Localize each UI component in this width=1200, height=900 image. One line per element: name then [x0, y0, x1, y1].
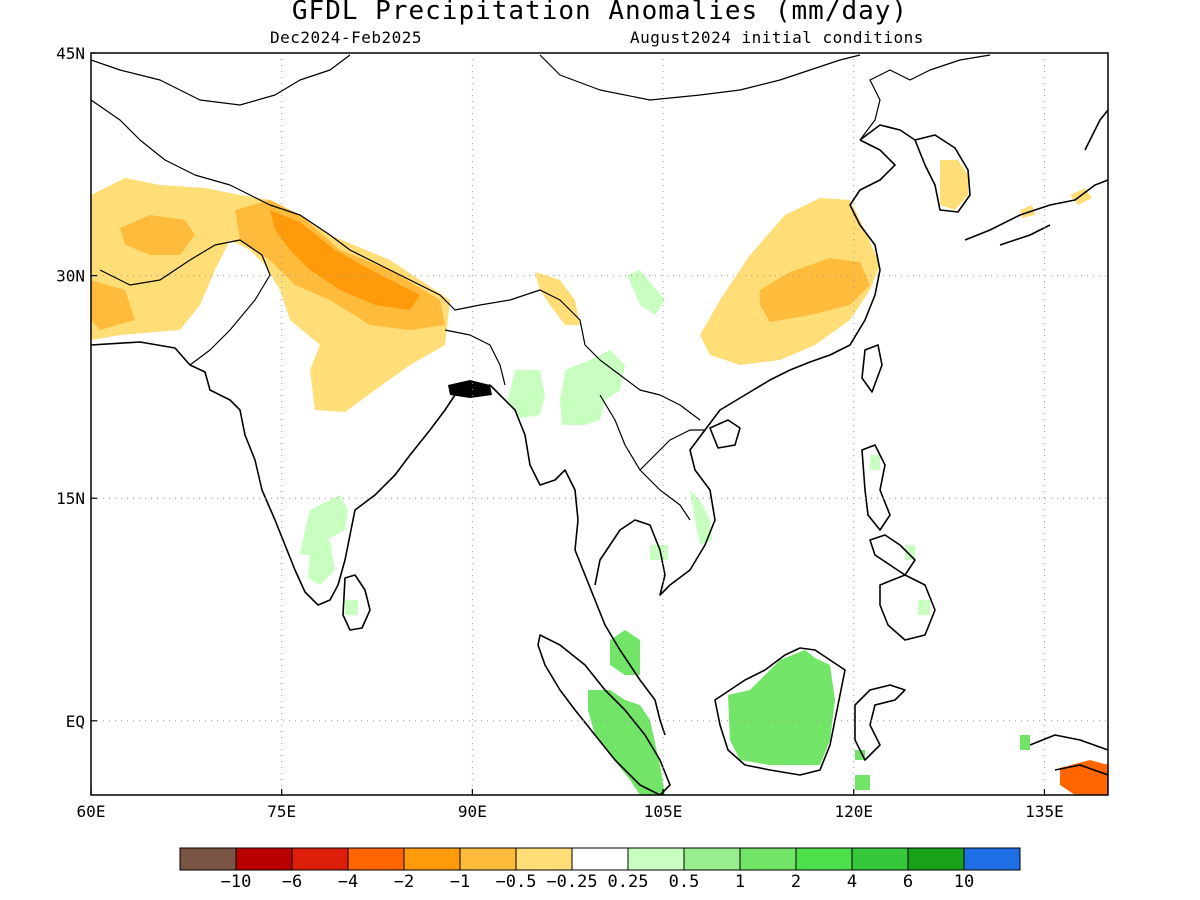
gulf-of-thailand-coast	[594, 139, 896, 596]
yangtze-moderate-dry	[760, 258, 870, 322]
initial-conditions: August2024 initial conditions	[630, 28, 924, 47]
colorbar-swatch	[851, 847, 909, 871]
map-title: GFDL Precipitation Anomalies (mm/day)	[291, 0, 909, 26]
colorbar-swatch	[627, 847, 685, 871]
visayas-coast	[869, 534, 916, 576]
colorbar-label: 6	[903, 872, 913, 892]
myanmar-wet	[508, 270, 665, 425]
lat-tick-label: 15N	[56, 489, 85, 508]
colorbar-label: −2	[394, 872, 414, 892]
himalaya-moderate-dry	[91, 200, 445, 330]
map-gridlines	[91, 53, 1108, 795]
south-india-wet	[300, 455, 930, 615]
northeast-china-coast	[859, 124, 916, 141]
mainland-southeast-asia-coast	[489, 384, 666, 736]
ganges-delta	[448, 380, 492, 398]
colorbar-label: 4	[847, 872, 857, 892]
colorbar-label: −1	[450, 872, 470, 892]
lon-tick-label: 135E	[1025, 802, 1064, 821]
lon-tick-label: 75E	[267, 802, 296, 821]
west-border	[91, 99, 271, 366]
new-guinea-coast	[1029, 734, 1108, 776]
colorbar-label: −0.25	[546, 872, 597, 892]
colorbar-label: −6	[282, 872, 302, 892]
colorbar-swatch	[459, 847, 517, 871]
colorbar-swatch	[515, 847, 573, 871]
colorbar-swatch	[235, 847, 293, 871]
map-frame	[90, 52, 1109, 796]
indochina-borders	[599, 394, 705, 521]
colorbar-swatch	[963, 847, 1021, 871]
india-coastline	[91, 341, 491, 606]
nepal-core-dry	[270, 210, 420, 310]
colorbar-swatch	[291, 847, 349, 871]
korea-coast	[914, 134, 971, 213]
sumatra-coast	[537, 634, 671, 795]
colorbar-label: 0.5	[669, 872, 700, 892]
forecast-season: Dec2024-Feb2025	[270, 28, 422, 47]
colorbar-label: 0.25	[608, 872, 649, 892]
north-border	[91, 54, 991, 141]
colorbar-swatch	[795, 847, 853, 871]
lon-tick-label: 120E	[834, 802, 873, 821]
lat-tick-label: 45N	[56, 44, 85, 63]
map-axes: 60E 75E 90E 105E 120E 135E 45N 30N 15N EQ	[56, 44, 1064, 821]
colorbar-label: −0.5	[496, 872, 537, 892]
lon-tick-label: 90E	[458, 802, 487, 821]
colorbar-swatch	[179, 847, 237, 871]
coastlines	[91, 54, 1108, 795]
colorbar-label: 2	[791, 872, 801, 892]
colorbar-swatch	[403, 847, 461, 871]
colorbar: −10 −6 −4 −2 −1 −0.5 −0.25 0.25 0.5 1 2 4 6 10	[179, 847, 1021, 892]
colorbar-swatch	[683, 847, 741, 871]
colorbar-swatch	[571, 847, 629, 871]
colorbar-label: −10	[221, 872, 252, 892]
lon-tick-label: 105E	[644, 802, 683, 821]
borneo-coast	[714, 647, 846, 776]
colorbar-label: 10	[954, 872, 974, 892]
hainan-coast	[709, 419, 741, 449]
lon-tick-label: 60E	[77, 802, 106, 821]
colorbar-swatch	[907, 847, 965, 871]
himalaya-border	[229, 184, 701, 421]
sri-lanka-coast	[342, 574, 371, 631]
lat-tick-label: EQ	[66, 712, 85, 731]
taiwan-coast	[861, 344, 883, 393]
anomaly-shading	[91, 160, 1108, 795]
borneo-wet	[728, 650, 1030, 790]
bangladesh-border	[444, 329, 506, 386]
lat-tick-label: 30N	[56, 267, 85, 286]
mindanao-coast	[879, 574, 936, 641]
colorbar-label: −4	[338, 872, 358, 892]
colorbar-swatch	[739, 847, 797, 871]
korea-dry	[940, 160, 1092, 218]
sulawesi-coast	[854, 684, 906, 761]
colorbar-label: 1	[735, 872, 745, 892]
colorbar-swatch	[347, 847, 405, 871]
japan-coast	[964, 109, 1108, 246]
